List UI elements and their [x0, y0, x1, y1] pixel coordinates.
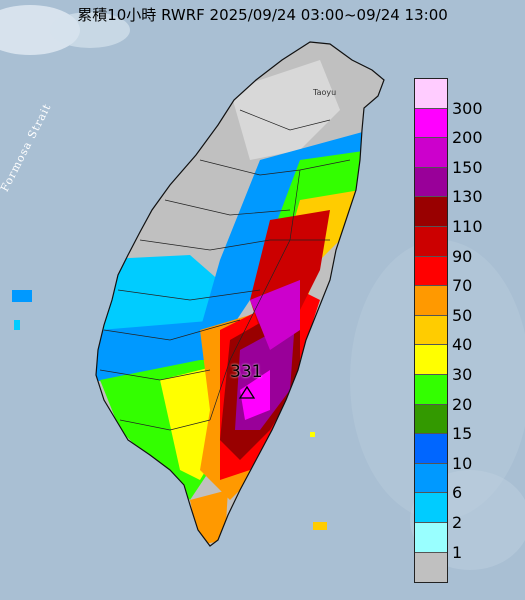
legend-label: 40	[452, 335, 473, 355]
map-title: 累積10小時 RWRF 2025/09/24 03:00~09/24 13:00	[77, 6, 448, 24]
cloud-texture	[0, 5, 80, 55]
legend-label: 200	[452, 128, 483, 148]
legend-label: 90	[452, 246, 473, 266]
legend-label: 2	[452, 513, 463, 532]
max-marker-icon	[238, 385, 256, 399]
cloud-texture	[50, 12, 130, 48]
green-island	[310, 432, 315, 437]
legend-label: 70	[452, 276, 473, 296]
legend-swatch	[415, 256, 447, 287]
county-boundaries	[99, 109, 351, 431]
legend-swatch	[415, 315, 447, 346]
legend-label: 1	[452, 542, 463, 562]
legend-swatch	[415, 522, 447, 553]
legend-label: 10	[452, 453, 473, 473]
legend-swatch	[415, 79, 447, 109]
legend-swatch	[415, 286, 447, 316]
legend-label: 300	[452, 98, 483, 118]
legend-swatch	[415, 197, 447, 227]
legend-label: 50	[452, 305, 473, 325]
legend-label: 20	[452, 394, 473, 414]
legend-swatch	[415, 463, 447, 494]
legend-label: 6	[452, 483, 463, 503]
legend-swatch	[415, 493, 447, 523]
legend-label: 15	[452, 424, 473, 444]
legend-label: 110	[452, 217, 483, 236]
legend-label: 30	[452, 365, 473, 384]
color-legend	[414, 78, 448, 584]
island-outline	[95, 41, 385, 547]
legend-swatch	[415, 345, 447, 375]
legend-swatch	[415, 167, 447, 198]
legend-label: 130	[452, 187, 483, 207]
legend-swatch	[415, 552, 447, 583]
penghu-islands	[12, 290, 32, 302]
max-value-label: 331	[230, 362, 263, 382]
legend-swatch	[415, 404, 447, 435]
legend-swatch	[415, 226, 447, 257]
orchid-island	[313, 522, 327, 530]
legend-swatch	[415, 108, 447, 139]
legend-swatch	[415, 138, 447, 168]
legend-swatch	[415, 374, 447, 405]
legend-label: 150	[452, 157, 483, 177]
penghu-islands	[14, 320, 20, 330]
legend-swatch	[415, 434, 447, 464]
city-label: Taoyu	[313, 88, 337, 97]
